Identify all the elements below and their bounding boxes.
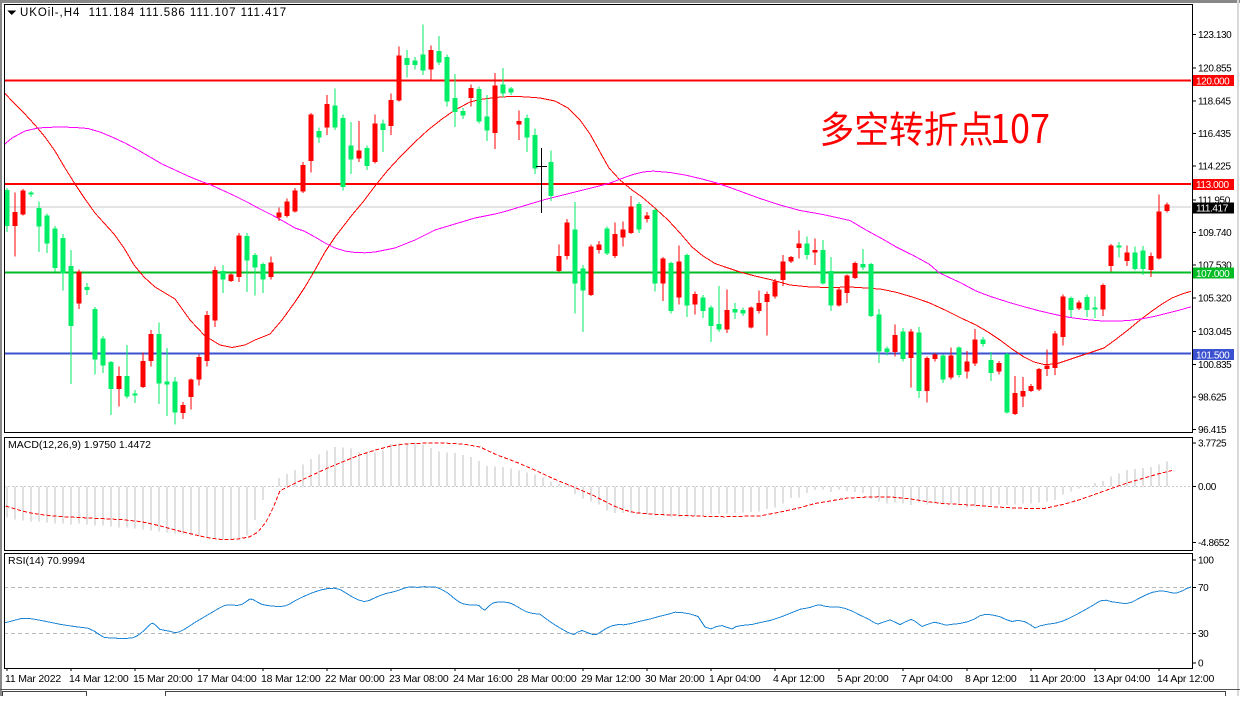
- svg-text:29 Mar 12:00: 29 Mar 12:00: [581, 673, 641, 685]
- svg-text:23 Mar 08:00: 23 Mar 08:00: [389, 673, 449, 685]
- svg-text:98.625: 98.625: [1198, 393, 1227, 404]
- svg-text:101.500: 101.500: [1196, 350, 1230, 361]
- svg-text:107.530: 107.530: [1198, 261, 1232, 272]
- svg-text:5 Apr 20:00: 5 Apr 20:00: [837, 673, 889, 685]
- svg-text:0.00: 0.00: [1198, 482, 1217, 493]
- svg-text:1 Apr 04:00: 1 Apr 04:00: [709, 673, 761, 685]
- svg-text:116.435: 116.435: [1198, 129, 1231, 140]
- svg-text:UKOil-,H4 111.184 111.586 111: UKOil-,H4 111.184 111.586 111.107 111.41…: [20, 7, 287, 19]
- svg-text:103.045: 103.045: [1198, 327, 1232, 338]
- svg-text:13 Apr 04:00: 13 Apr 04:00: [1093, 673, 1151, 685]
- svg-text:8 Apr 12:00: 8 Apr 12:00: [965, 673, 1017, 685]
- svg-text:MACD(12,26,9) 1.9750 1.4472: MACD(12,26,9) 1.9750 1.4472: [8, 439, 151, 451]
- svg-text:109.740: 109.740: [1198, 228, 1232, 239]
- svg-text:30 Mar 20:00: 30 Mar 20:00: [645, 673, 705, 685]
- svg-text:14 Apr 12:00: 14 Apr 12:00: [1157, 673, 1215, 685]
- svg-text:120.855: 120.855: [1198, 64, 1232, 75]
- svg-text:120.000: 120.000: [1196, 77, 1230, 88]
- svg-text:3.7725: 3.7725: [1198, 438, 1227, 449]
- svg-text:0: 0: [1198, 659, 1204, 670]
- svg-text:18 Mar 12:00: 18 Mar 12:00: [261, 673, 321, 685]
- svg-text:70: 70: [1198, 583, 1209, 594]
- svg-text:30: 30: [1198, 629, 1209, 640]
- svg-text:22 Mar 00:00: 22 Mar 00:00: [325, 673, 385, 685]
- svg-text:11 Apr 20:00: 11 Apr 20:00: [1029, 673, 1086, 685]
- svg-text:107.000: 107.000: [1196, 269, 1230, 280]
- svg-text:28 Mar 00:00: 28 Mar 00:00: [517, 673, 577, 685]
- svg-text:17 Mar 04:00: 17 Mar 04:00: [197, 673, 257, 685]
- svg-text:123.130: 123.130: [1198, 30, 1232, 41]
- svg-text:RSI(14) 70.9994: RSI(14) 70.9994: [8, 555, 85, 567]
- svg-text:-4.8652: -4.8652: [1198, 538, 1230, 549]
- svg-text:111.950: 111.950: [1198, 195, 1231, 206]
- svg-text:4 Apr 12:00: 4 Apr 12:00: [773, 673, 825, 685]
- svg-text:14 Mar 12:00: 14 Mar 12:00: [69, 673, 129, 685]
- svg-text:24 Mar 16:00: 24 Mar 16:00: [453, 673, 513, 685]
- svg-text:113.000: 113.000: [1196, 180, 1229, 191]
- svg-text:15 Mar 20:00: 15 Mar 20:00: [133, 673, 193, 685]
- svg-text:105.320: 105.320: [1198, 293, 1232, 304]
- svg-text:11 Mar 2022: 11 Mar 2022: [5, 673, 61, 685]
- svg-text:111.417: 111.417: [1196, 204, 1229, 215]
- svg-text:100.835: 100.835: [1198, 360, 1232, 371]
- svg-text:96.415: 96.415: [1198, 425, 1227, 436]
- svg-text:114.225: 114.225: [1198, 162, 1231, 173]
- svg-text:100: 100: [1198, 555, 1214, 566]
- svg-text:7 Apr 04:00: 7 Apr 04:00: [901, 673, 953, 685]
- svg-text:118.645: 118.645: [1198, 96, 1231, 107]
